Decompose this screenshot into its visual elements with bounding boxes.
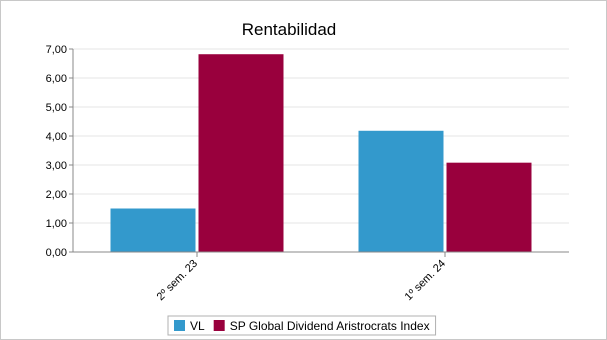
legend-label: SP Global Dividend Aristrocrats Index <box>230 319 430 333</box>
y-tick-label: 7,00 <box>46 44 67 56</box>
bar-sp-global-dividend-aristrocrats-index-2 <box>446 162 532 252</box>
y-tick-label: 1,00 <box>46 218 67 230</box>
bar-sp-global-dividend-aristrocrats-index-1 <box>198 54 284 252</box>
chart-title: Rentabilidad <box>242 20 337 39</box>
bar-vl-1 <box>110 208 196 252</box>
gridlines <box>73 48 569 224</box>
axes <box>72 49 569 253</box>
x-axis-ticks: 2º sem. 23 1º sem. 24 <box>155 252 448 303</box>
y-tick-label: 0,00 <box>46 247 67 259</box>
y-axis-ticks: 0,00 1,00 2,00 3,00 4,00 5,00 6,00 7,00 <box>46 44 73 259</box>
y-tick-label: 6,00 <box>46 73 67 85</box>
legend-swatch <box>174 320 185 331</box>
legend-swatch <box>213 320 225 331</box>
legend: VL SP Global Dividend Aristrocrats Index <box>167 315 437 336</box>
legend-label: VL <box>190 319 205 333</box>
x-tick-label: 2º sem. 23 <box>155 258 200 303</box>
y-tick-label: 4,00 <box>46 131 67 143</box>
bar-vl-2 <box>358 130 444 252</box>
x-tick-label: 1º sem. 24 <box>403 258 448 303</box>
y-tick-label: 3,00 <box>46 160 67 172</box>
bars <box>110 54 532 252</box>
y-tick-label: 2,00 <box>46 189 67 201</box>
legend-box <box>167 315 437 336</box>
y-tick-label: 5,00 <box>46 102 67 114</box>
